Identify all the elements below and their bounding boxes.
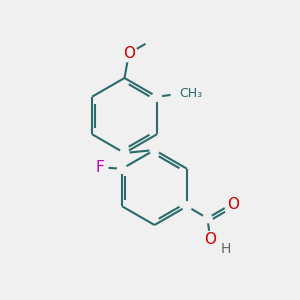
Circle shape xyxy=(224,196,241,213)
Text: O: O xyxy=(227,197,239,212)
Text: F: F xyxy=(95,160,104,175)
Circle shape xyxy=(203,214,212,223)
Text: CH₃: CH₃ xyxy=(179,87,203,100)
Circle shape xyxy=(171,85,188,102)
Text: O: O xyxy=(204,232,216,247)
Circle shape xyxy=(118,164,127,173)
Circle shape xyxy=(202,232,219,248)
Circle shape xyxy=(152,92,161,101)
Circle shape xyxy=(150,146,159,154)
Text: H: H xyxy=(221,242,231,256)
Circle shape xyxy=(120,148,129,158)
Circle shape xyxy=(218,241,234,257)
Text: O: O xyxy=(123,46,135,61)
Circle shape xyxy=(121,45,137,62)
Circle shape xyxy=(182,202,191,211)
Circle shape xyxy=(91,159,108,175)
